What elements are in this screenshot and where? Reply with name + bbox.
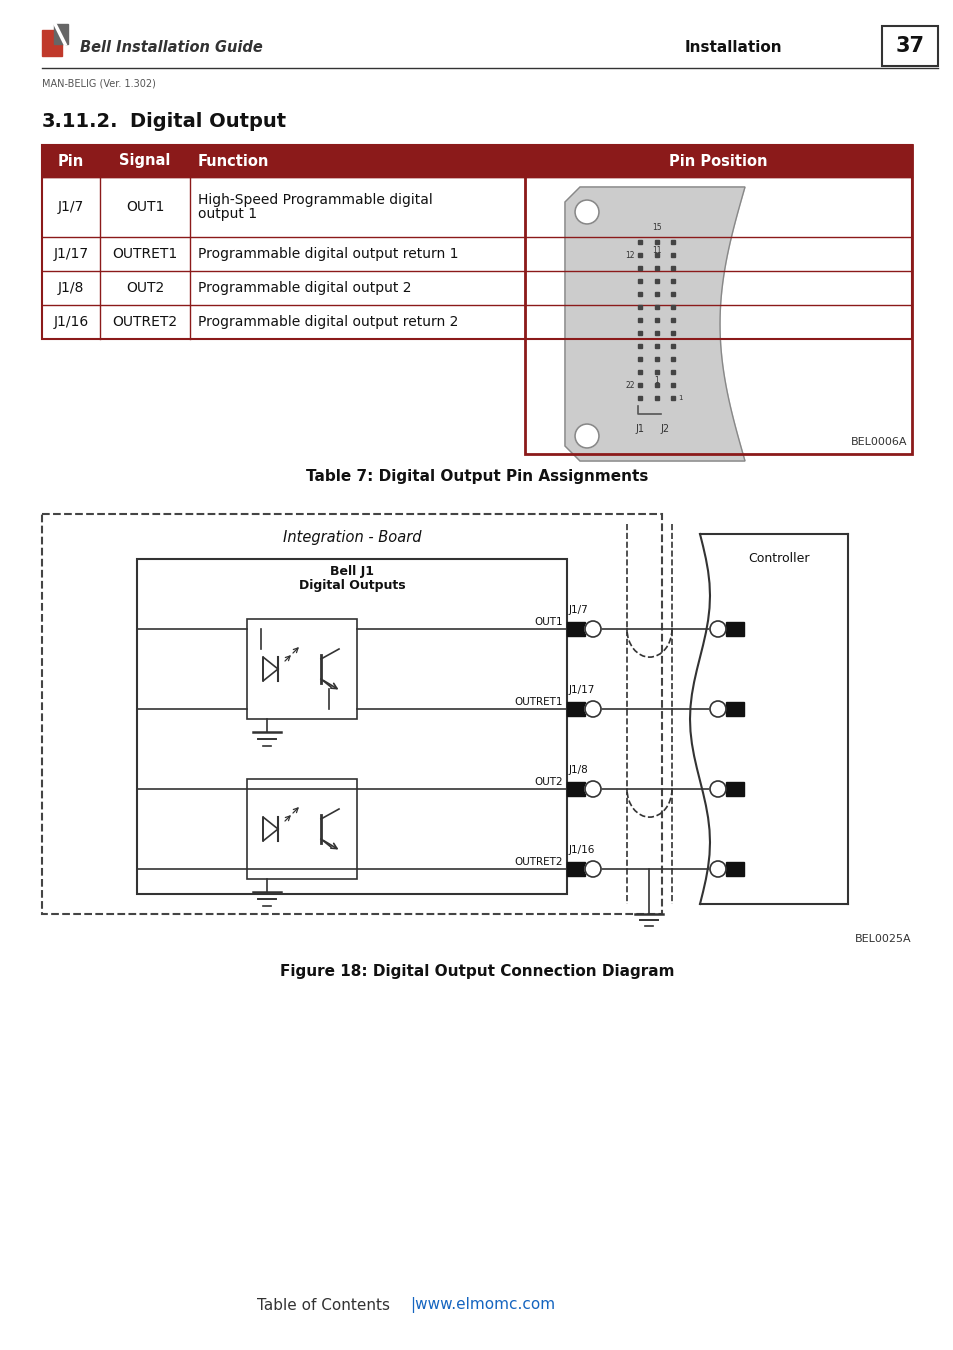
Bar	[42, 144, 911, 339]
Bar	[137, 559, 566, 894]
Bar	[566, 863, 584, 876]
Text: J1/17: J1/17	[568, 684, 595, 695]
Text: output 1: output 1	[198, 207, 257, 221]
Bar	[42, 271, 911, 305]
Text: J1/8: J1/8	[58, 281, 84, 296]
Text: Table 7: Digital Output Pin Assignments: Table 7: Digital Output Pin Assignments	[306, 468, 647, 485]
Bar	[882, 26, 937, 66]
Text: 1: 1	[654, 377, 659, 385]
Circle shape	[709, 782, 725, 796]
Bar	[247, 620, 356, 720]
Polygon shape	[689, 535, 847, 904]
Text: OUTRET1: OUTRET1	[112, 247, 177, 261]
Bar	[566, 782, 584, 796]
Text: High-Speed Programmable digital: High-Speed Programmable digital	[198, 193, 433, 207]
Text: Table of Contents: Table of Contents	[256, 1297, 390, 1312]
Text: OUT1: OUT1	[126, 200, 164, 215]
Text: Programmable digital output 2: Programmable digital output 2	[198, 281, 411, 296]
Text: 22: 22	[625, 381, 635, 390]
Bar	[524, 144, 911, 454]
Circle shape	[584, 782, 600, 796]
Bar	[566, 702, 584, 716]
Text: Digital Outputs: Digital Outputs	[298, 579, 405, 593]
Text: MAN-BELIG (Ver. 1.302): MAN-BELIG (Ver. 1.302)	[42, 78, 155, 88]
Circle shape	[709, 621, 725, 637]
Circle shape	[575, 200, 598, 224]
Bar	[247, 779, 356, 879]
Text: OUT2: OUT2	[534, 778, 562, 787]
Text: Programmable digital output return 1: Programmable digital output return 1	[198, 247, 458, 261]
Text: Function: Function	[198, 154, 269, 169]
Circle shape	[709, 861, 725, 878]
Bar	[725, 622, 743, 636]
Text: J1/17: J1/17	[53, 247, 89, 261]
Polygon shape	[564, 188, 744, 460]
Text: Bell Installation Guide: Bell Installation Guide	[80, 39, 262, 54]
Text: 11: 11	[652, 246, 661, 255]
Text: Bell J1: Bell J1	[330, 566, 374, 579]
Text: OUT2: OUT2	[126, 281, 164, 296]
Circle shape	[709, 701, 725, 717]
Text: J1/16: J1/16	[53, 315, 89, 329]
Text: Installation: Installation	[684, 39, 781, 54]
Text: Figure 18: Digital Output Connection Diagram: Figure 18: Digital Output Connection Dia…	[279, 964, 674, 979]
Circle shape	[575, 424, 598, 448]
Bar	[566, 622, 584, 636]
Text: J1/8: J1/8	[568, 765, 588, 775]
Text: Digital Output: Digital Output	[130, 112, 286, 131]
Text: Integration - Board: Integration - Board	[282, 531, 421, 545]
Text: 15: 15	[652, 223, 661, 232]
Bar	[725, 782, 743, 796]
Circle shape	[584, 621, 600, 637]
Circle shape	[584, 701, 600, 717]
Text: J1: J1	[635, 424, 644, 433]
Bar	[54, 24, 68, 45]
Text: OUTRET2: OUTRET2	[112, 315, 177, 329]
Text: OUT1: OUT1	[534, 617, 562, 626]
Text: 12: 12	[625, 251, 635, 259]
Text: Pin Position: Pin Position	[669, 154, 767, 169]
Bar	[42, 177, 911, 238]
Text: Programmable digital output return 2: Programmable digital output return 2	[198, 315, 457, 329]
Bar	[42, 144, 911, 177]
Bar	[725, 863, 743, 876]
Text: 1: 1	[678, 396, 681, 401]
Bar	[42, 238, 911, 271]
Text: BEL0006A: BEL0006A	[850, 437, 906, 447]
Bar	[725, 702, 743, 716]
Bar	[42, 514, 661, 914]
Text: J1/7: J1/7	[568, 605, 588, 616]
Text: OUTRET1: OUTRET1	[514, 697, 562, 707]
Text: 37: 37	[895, 36, 923, 55]
Text: J1/7: J1/7	[58, 200, 84, 215]
Text: OUTRET2: OUTRET2	[514, 857, 562, 867]
Text: BEL0025A: BEL0025A	[855, 934, 911, 944]
Text: 3.11.2.: 3.11.2.	[42, 112, 118, 131]
Text: Pin: Pin	[58, 154, 84, 169]
Text: Signal: Signal	[119, 154, 171, 169]
Text: J2: J2	[659, 424, 669, 433]
Bar	[42, 30, 62, 55]
Text: Controller: Controller	[747, 552, 809, 566]
Bar	[42, 305, 911, 339]
Text: J1/16: J1/16	[568, 845, 595, 855]
Text: |www.elmomc.com: |www.elmomc.com	[410, 1297, 555, 1314]
Circle shape	[584, 861, 600, 878]
